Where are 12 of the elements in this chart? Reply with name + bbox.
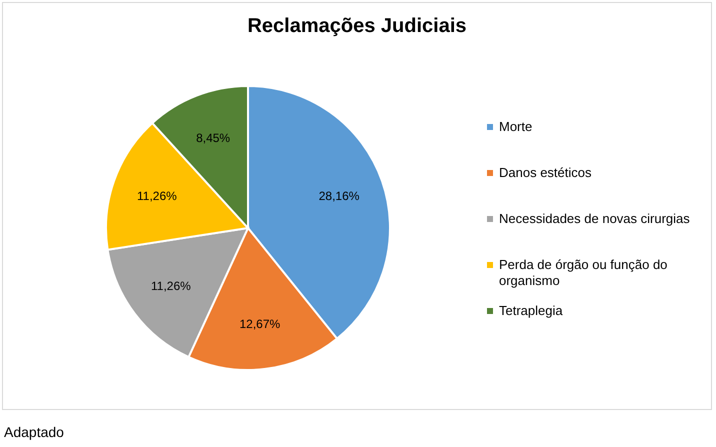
legend-label: Morte — [499, 119, 532, 135]
text: Adaptado — [4, 424, 64, 440]
data-label: 8,45% — [196, 130, 230, 145]
data-label: 11,26% — [137, 188, 178, 203]
legend-label: Perda de órgão ou função do organismo — [499, 257, 668, 289]
chart-title: Reclamações Judiciais — [246, 15, 468, 38]
data-label: 28,16% — [318, 188, 360, 203]
legend-label: Danos estéticos — [499, 165, 592, 181]
legend-label: Necessidades de novas cirurgias — [499, 211, 690, 227]
data-label: 11,26% — [151, 279, 192, 294]
data-label: 12,67% — [239, 316, 281, 331]
legend-label: Tetraplegia — [499, 303, 563, 319]
